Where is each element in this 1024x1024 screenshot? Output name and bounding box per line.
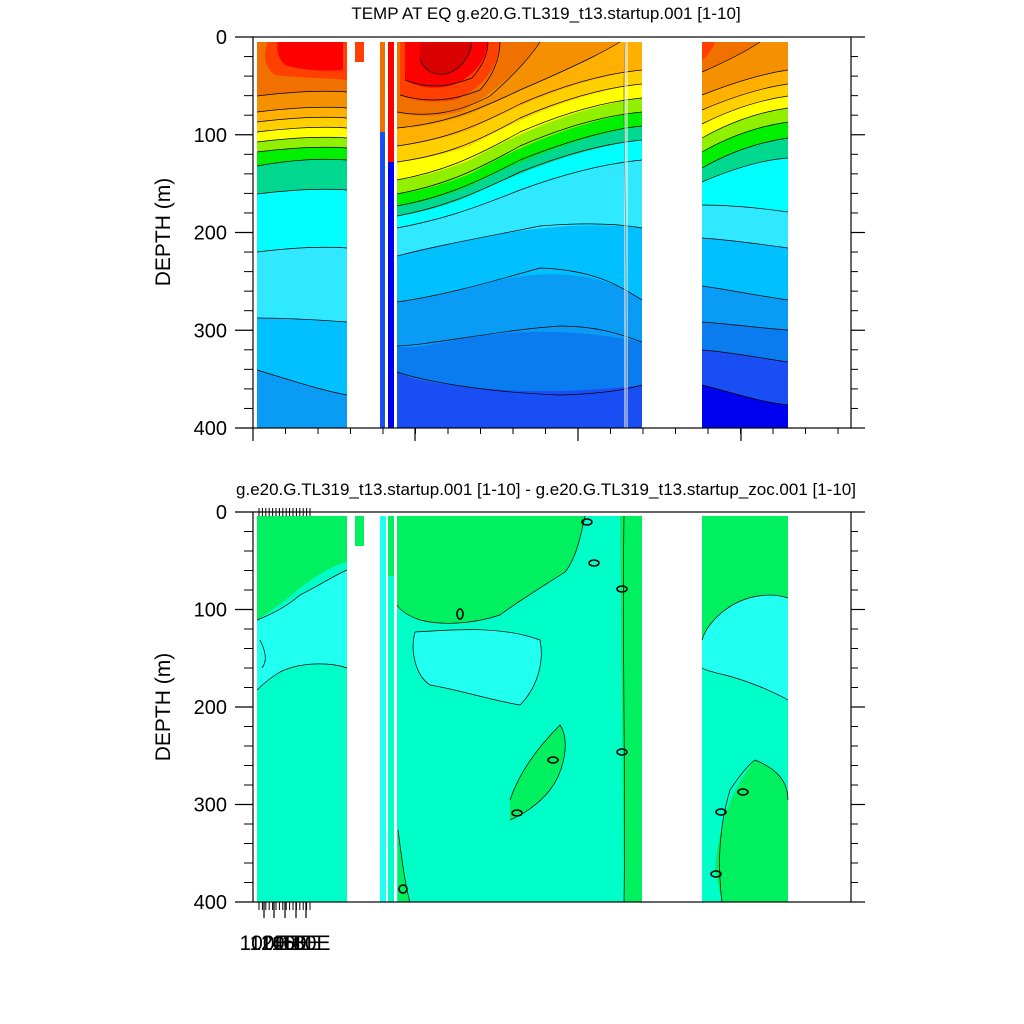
bottom-y-axis: 0 100 200 300 400 [194, 502, 865, 914]
top-section-east [701, 41, 789, 428]
bottom-section-pacific [396, 515, 642, 903]
top-y-axis: 0 100 200 300 400 [194, 27, 865, 440]
top-section-west [256, 42, 348, 428]
y-tick-label: 400 [194, 892, 227, 914]
bottom-y-axis-label: DEPTH (m) [152, 653, 175, 762]
x-tick-label: 180E [281, 932, 330, 955]
bottom-plot-area [256, 515, 789, 903]
y-tick-label: 300 [194, 795, 227, 817]
y-tick-label: 200 [194, 223, 227, 245]
top-y-axis-label: DEPTH (m) [152, 178, 175, 287]
x-tick-label: 120E [249, 932, 298, 955]
y-tick-label: 100 [194, 125, 227, 147]
bottom-section-west [256, 516, 348, 902]
x-tick-label: 140E [260, 932, 309, 955]
top-plot-area [256, 41, 789, 429]
bottom-strips [355, 516, 394, 902]
y-tick-label: 100 [194, 600, 227, 622]
top-section-pacific [396, 41, 643, 429]
bottom-panel: g.e20.G.TL319_t13.startup.001 [1-10] - g… [152, 480, 865, 955]
top-x-axis [252, 428, 839, 441]
top-panel: TEMP AT EQ g.e20.G.TL319_t13.startup.001… [152, 4, 865, 441]
bottom-zero-contour-rings [398, 518, 628, 894]
x-tick-label: 100E [239, 932, 288, 955]
bottom-section-east [701, 516, 789, 903]
top-strips [355, 42, 394, 428]
y-tick-label: 0 [216, 27, 227, 49]
x-tick-label: 160E [271, 932, 320, 955]
y-tick-label: 200 [194, 697, 227, 719]
top-chart-title: TEMP AT EQ g.e20.G.TL319_t13.startup.001… [351, 4, 740, 23]
y-tick-label: 300 [194, 320, 227, 342]
y-tick-label: 0 [216, 502, 227, 524]
y-tick-label: 400 [194, 418, 227, 440]
bottom-chart-title: g.e20.G.TL319_t13.startup.001 [1-10] - g… [236, 480, 856, 499]
